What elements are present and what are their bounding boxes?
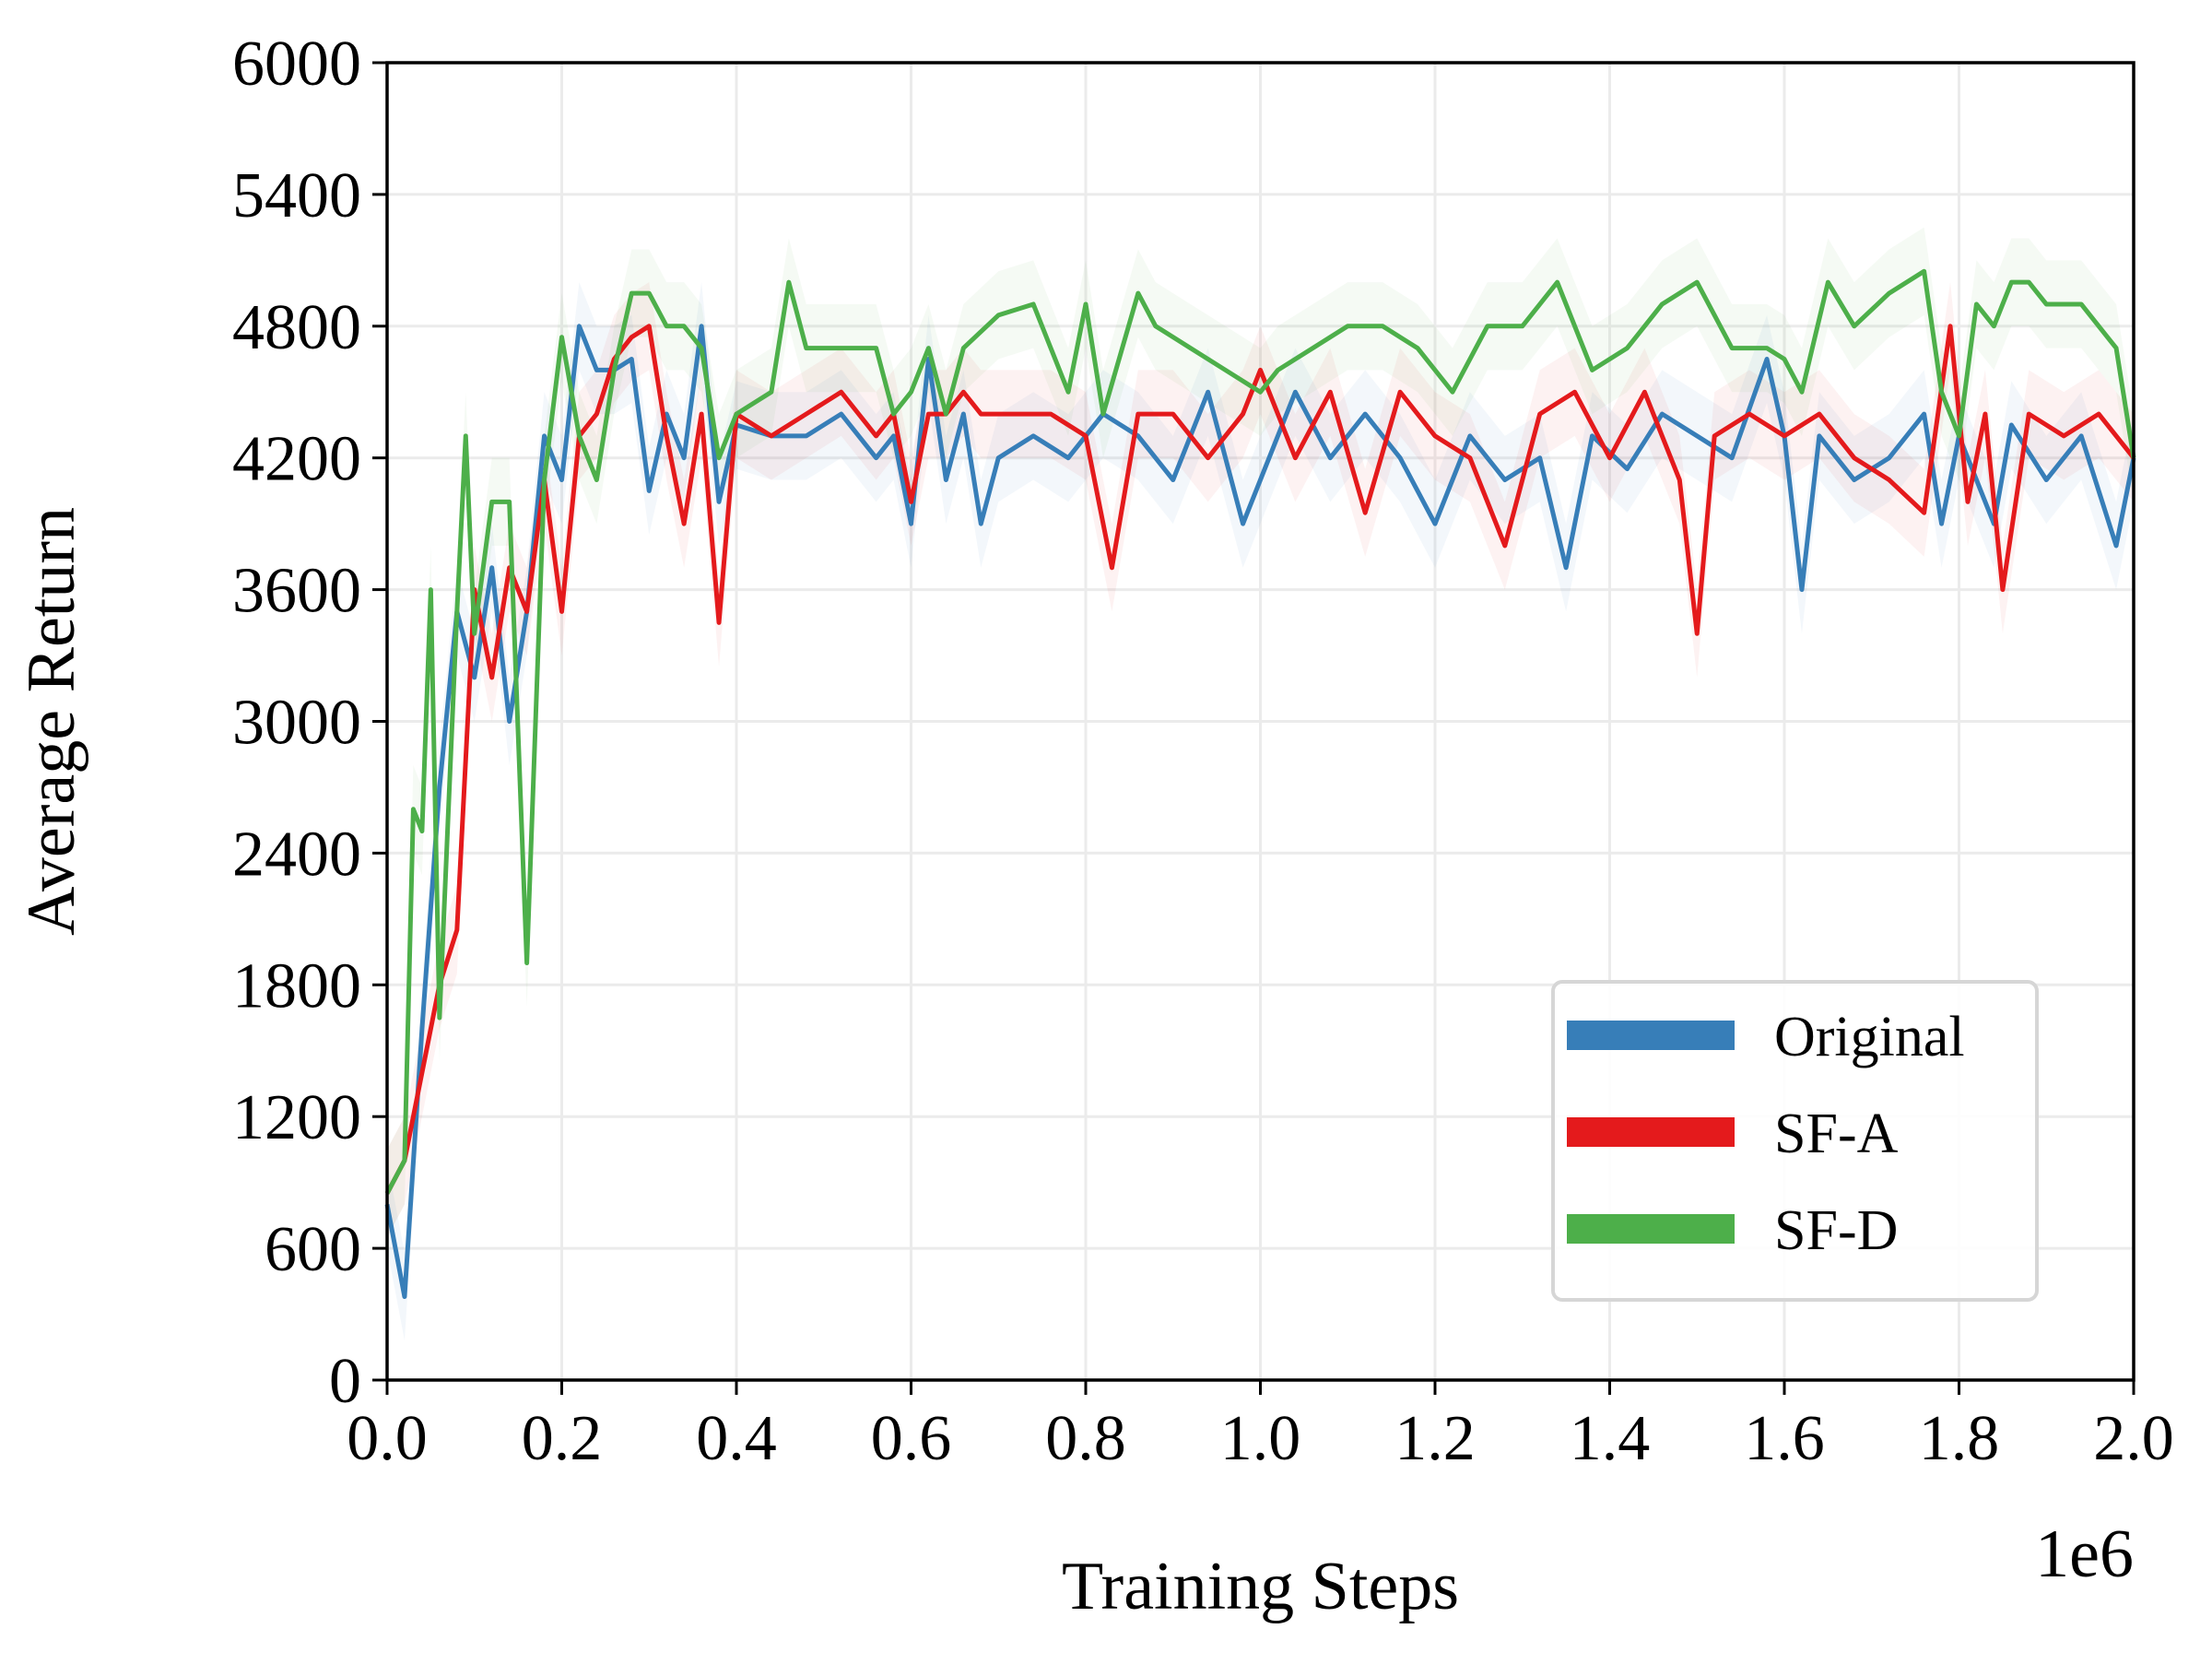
y-tick-label: 4200	[232, 424, 361, 495]
x-tick-label: 1.6	[1744, 1403, 1825, 1474]
y-tick-label: 3600	[232, 556, 361, 627]
y-tick-label: 1200	[232, 1082, 361, 1153]
y-axis-ticks: 0 600 1200 1800 2400 3000 3600 4200 4800 5400 6000	[232, 29, 387, 1417]
x-tick-label: 0.4	[696, 1403, 777, 1474]
x-tick-label: 0.2	[522, 1403, 603, 1474]
x-tick-label: 0.6	[871, 1403, 952, 1474]
series-lines	[384, 268, 2136, 1299]
legend-label-original: Original	[1774, 1006, 1965, 1068]
x-tick-label: 1.0	[1220, 1403, 1301, 1474]
x-axis-offset-label: 1e6	[2035, 1516, 2134, 1592]
series-band-sf-a	[387, 282, 2134, 1238]
y-tick-label: 600	[265, 1214, 361, 1285]
y-tick-label: 6000	[232, 29, 361, 100]
x-axis-ticks: 0.0 0.2 0.4 0.6 0.8 1.0 1.2 1.4 1.6 1.8 2.0	[347, 1380, 2174, 1474]
x-tick-label: 1.4	[1570, 1403, 1651, 1474]
x-tick-label: 0.8	[1045, 1403, 1126, 1474]
series-band-original	[387, 282, 2134, 1341]
x-tick-label: 2.0	[2093, 1403, 2174, 1474]
x-axis-label: Training Steps	[1062, 1549, 1459, 1624]
legend-label-sf-a: SF-A	[1774, 1103, 1899, 1165]
legend-label-sf-d: SF-D	[1774, 1199, 1898, 1262]
confidence-bands	[387, 227, 2134, 1341]
series-band-sf-d	[387, 227, 2134, 1238]
legend: Original SF-A SF-D	[1551, 980, 2039, 1302]
x-tick-label: 1.2	[1394, 1403, 1476, 1474]
y-tick-label: 0	[329, 1346, 361, 1417]
y-tick-label: 2400	[232, 819, 361, 890]
y-tick-label: 4800	[232, 292, 361, 363]
y-tick-label: 3000	[232, 688, 361, 759]
x-tick-label: 1.8	[1919, 1403, 2000, 1474]
series-line-sf-a	[384, 324, 2136, 1195]
y-tick-label: 5400	[232, 160, 361, 231]
series-line-sf-d	[384, 268, 2136, 1195]
x-tick-label: 0.0	[347, 1403, 428, 1474]
y-tick-label: 1800	[232, 950, 361, 1021]
y-axis-label: Average Return	[14, 507, 89, 936]
